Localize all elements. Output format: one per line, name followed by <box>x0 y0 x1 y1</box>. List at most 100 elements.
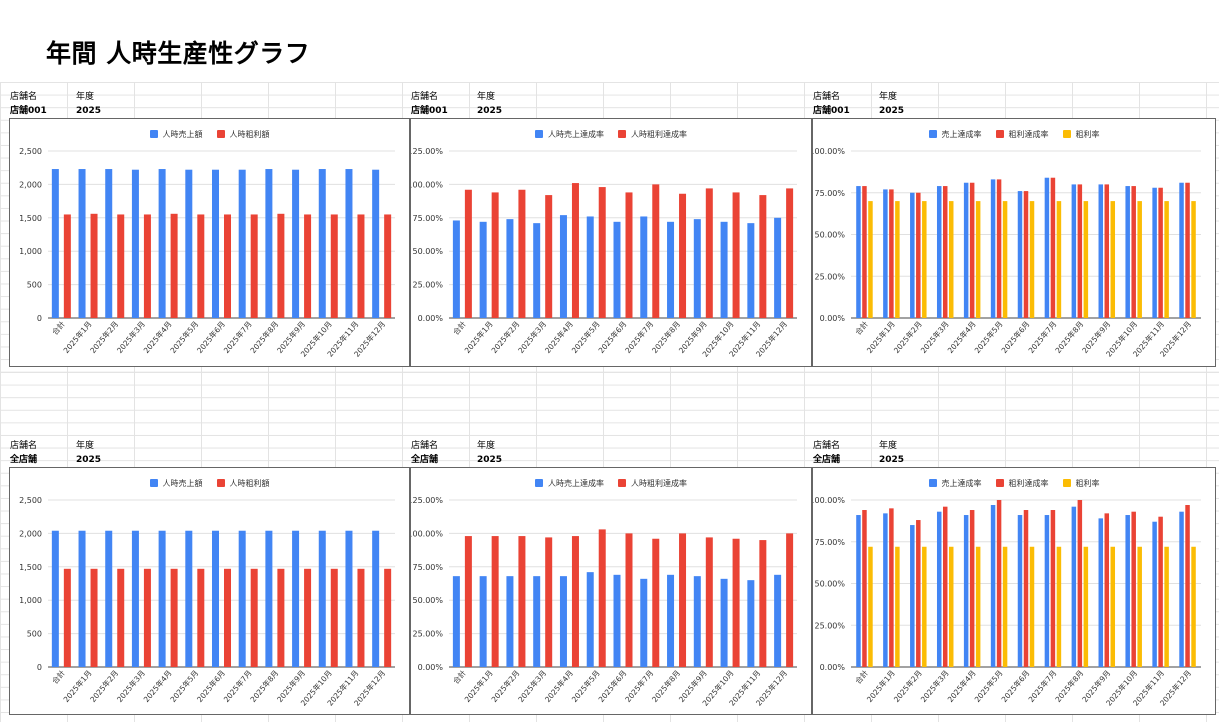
bar[interactable] <box>63 214 71 318</box>
bar[interactable] <box>1029 201 1035 318</box>
bar[interactable] <box>652 184 660 318</box>
bar[interactable] <box>1002 201 1008 318</box>
bar[interactable] <box>889 189 894 318</box>
bar[interactable] <box>868 201 873 318</box>
legend-item[interactable]: 粗利達成率 <box>995 478 1049 489</box>
bar[interactable] <box>384 214 392 318</box>
bar[interactable] <box>51 169 59 318</box>
bar[interactable] <box>1191 201 1196 318</box>
bar[interactable] <box>384 568 392 667</box>
bar[interactable] <box>990 179 996 318</box>
bar[interactable] <box>732 538 740 667</box>
bar[interactable] <box>1179 182 1184 318</box>
bar[interactable] <box>117 568 125 667</box>
legend-item[interactable]: 人時粗利額 <box>216 129 270 140</box>
bar[interactable] <box>1104 513 1110 667</box>
chart-panel-sales-gross-001[interactable]: 人時売上額 人時粗利額 0 500 1,000 1,500 2,000 2,500 合計 2025… <box>9 118 410 367</box>
bar[interactable] <box>613 574 621 667</box>
bar[interactable] <box>571 536 579 667</box>
bar[interactable] <box>667 574 675 667</box>
bar[interactable] <box>1083 201 1089 318</box>
bar[interactable] <box>330 568 338 667</box>
bar[interactable] <box>732 192 740 318</box>
bar[interactable] <box>990 505 996 667</box>
chart-legend[interactable]: 人時売上額 人時粗利額 <box>10 478 409 489</box>
bar[interactable] <box>545 195 553 318</box>
bar[interactable] <box>1110 201 1116 318</box>
bar[interactable] <box>942 506 948 667</box>
legend-item[interactable]: 人時売上達成率 <box>535 478 604 489</box>
legend-item[interactable]: 人時粗利額 <box>216 478 270 489</box>
bar[interactable] <box>598 529 606 667</box>
bar[interactable] <box>131 169 139 318</box>
bar[interactable] <box>895 201 900 318</box>
bar[interactable] <box>170 568 178 667</box>
bar[interactable] <box>1044 177 1050 318</box>
bar[interactable] <box>131 530 139 667</box>
bar[interactable] <box>506 576 514 667</box>
chart-panel-achievement-001[interactable]: 人時売上達成率 人時粗利達成率 0.00% 25.00% 50.00% 75.00% 100… <box>410 118 812 367</box>
bar[interactable] <box>1104 184 1110 318</box>
bar[interactable] <box>277 568 285 667</box>
bar[interactable] <box>1158 516 1163 667</box>
bar[interactable] <box>693 219 701 318</box>
bar[interactable] <box>318 530 326 667</box>
bar[interactable] <box>625 533 633 667</box>
bar[interactable] <box>693 576 701 667</box>
bar[interactable] <box>774 217 782 318</box>
bar[interactable] <box>559 215 567 318</box>
bar[interactable] <box>856 186 861 318</box>
bar[interactable] <box>559 576 567 667</box>
bar[interactable] <box>1098 184 1104 318</box>
bar[interactable] <box>916 192 921 318</box>
legend-item[interactable]: 粗利率 <box>1062 478 1100 489</box>
bar[interactable] <box>868 546 873 667</box>
legend-item[interactable]: 売上達成率 <box>928 129 982 140</box>
bar[interactable] <box>185 530 193 667</box>
bar[interactable] <box>586 216 594 318</box>
bar[interactable] <box>238 169 246 318</box>
bar[interactable] <box>916 520 921 667</box>
bar[interactable] <box>786 188 794 318</box>
bar[interactable] <box>479 221 487 318</box>
bar[interactable] <box>1002 546 1008 667</box>
bar[interactable] <box>117 214 125 318</box>
bar[interactable] <box>759 540 767 667</box>
bar[interactable] <box>90 213 98 318</box>
legend-item[interactable]: 人時売上額 <box>149 129 203 140</box>
year-value[interactable]: 2025 <box>76 455 102 465</box>
bar[interactable] <box>679 193 687 318</box>
bar[interactable] <box>372 169 380 318</box>
bar[interactable] <box>1125 515 1130 667</box>
bar[interactable] <box>197 568 205 667</box>
bar[interactable] <box>292 169 300 318</box>
bar[interactable] <box>1131 186 1136 318</box>
store-value[interactable]: 全店舗 <box>411 455 439 465</box>
bar[interactable] <box>1050 510 1056 667</box>
chart-legend[interactable]: 人時売上達成率 人時粗利達成率 <box>411 129 811 140</box>
bar[interactable] <box>90 568 98 667</box>
bar[interactable] <box>759 195 767 318</box>
bar[interactable] <box>936 511 942 667</box>
bar[interactable] <box>63 568 71 667</box>
bar[interactable] <box>786 533 794 667</box>
chart-legend[interactable]: 売上達成率 粗利達成率 粗利率 <box>813 478 1215 489</box>
bar[interactable] <box>910 192 915 318</box>
bar[interactable] <box>185 169 193 318</box>
bar[interactable] <box>705 188 713 318</box>
bar[interactable] <box>720 578 728 667</box>
bar[interactable] <box>1179 511 1184 667</box>
bar[interactable] <box>1185 505 1190 667</box>
year-value[interactable]: 2025 <box>879 106 905 116</box>
year-value[interactable]: 2025 <box>477 455 503 465</box>
bar[interactable] <box>862 510 867 667</box>
bar[interactable] <box>1158 187 1163 318</box>
bar[interactable] <box>1110 546 1116 667</box>
chart-legend[interactable]: 売上達成率 粗利達成率 粗利率 <box>813 129 1215 140</box>
bar[interactable] <box>975 201 981 318</box>
bar[interactable] <box>357 214 365 318</box>
legend-item[interactable]: 人時粗利達成率 <box>618 129 687 140</box>
bar[interactable] <box>105 530 113 667</box>
bar[interactable] <box>720 221 728 318</box>
year-value[interactable]: 2025 <box>477 106 503 116</box>
